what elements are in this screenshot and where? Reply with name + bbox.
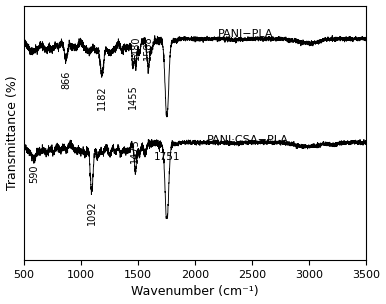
- Text: 1092: 1092: [87, 200, 96, 225]
- Y-axis label: Transmittance (%): Transmittance (%): [5, 76, 19, 190]
- Text: PANI·CSA−PLA: PANI·CSA−PLA: [207, 135, 289, 145]
- Text: 1588: 1588: [143, 36, 153, 60]
- Text: 1182: 1182: [97, 85, 107, 110]
- Text: 590: 590: [29, 165, 39, 184]
- Text: 1455: 1455: [128, 84, 138, 109]
- Text: 1475: 1475: [130, 138, 141, 163]
- Text: 866: 866: [61, 71, 71, 89]
- Text: PANI−PLA: PANI−PLA: [218, 29, 274, 39]
- Text: 1751: 1751: [154, 151, 180, 161]
- Text: 1480: 1480: [131, 35, 141, 60]
- X-axis label: Wavenumber (cm⁻¹): Wavenumber (cm⁻¹): [132, 285, 259, 299]
